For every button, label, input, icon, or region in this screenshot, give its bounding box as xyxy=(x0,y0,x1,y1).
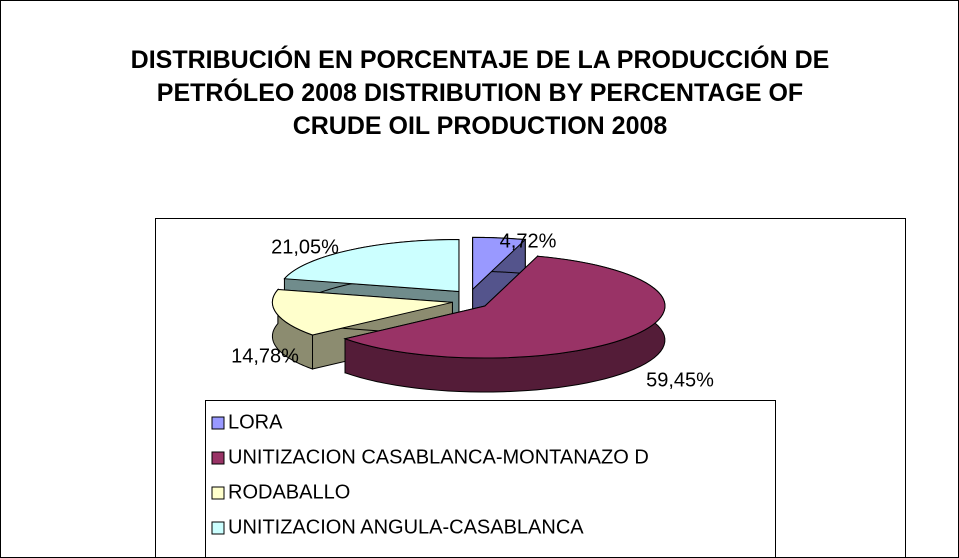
data-label: 59,45% xyxy=(646,369,714,391)
legend-label: UNITIZACION CASABLANCA-MONTANAZO D xyxy=(228,446,649,468)
plot-border xyxy=(155,218,906,558)
chart-title: DISTRIBUCIÓN EN PORCENTAJE DE LA PRODUCC… xyxy=(130,46,830,140)
legend-swatch xyxy=(211,486,225,500)
slice xyxy=(271,289,453,336)
legend-swatch xyxy=(211,451,225,465)
data-label: 4,72% xyxy=(500,230,557,252)
legend-swatch xyxy=(211,416,225,430)
slice xyxy=(283,238,460,293)
data-label: 21,05% xyxy=(271,236,339,258)
data-label: 14,78% xyxy=(231,345,299,367)
slice xyxy=(343,255,666,359)
legend-label: RODABALLO xyxy=(228,481,350,503)
legend-swatch xyxy=(211,521,225,535)
legend-label: LORA xyxy=(228,411,283,433)
slice xyxy=(472,236,527,291)
legend-label: UNITIZACION ANGULA-CASABLANCA xyxy=(228,516,584,538)
legend-box xyxy=(205,400,776,558)
